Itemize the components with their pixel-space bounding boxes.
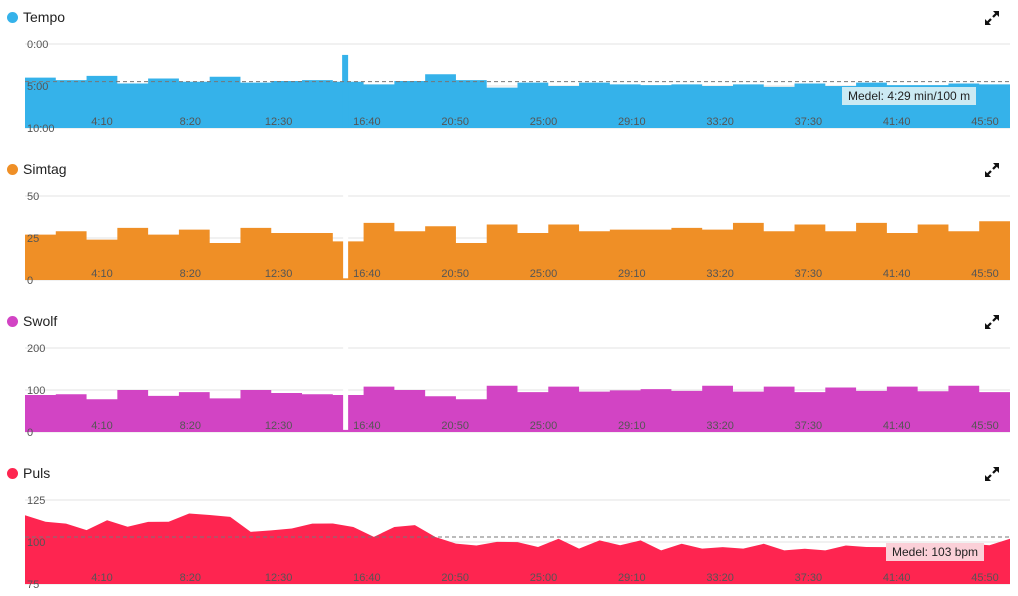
- puls-chart: 75 100 125 4:10 8:20 12:30 16:40 20:50 25:00 29:1…: [0, 456, 1018, 596]
- x-tick-label: 4:10: [91, 572, 112, 584]
- x-tick-label: 29:10: [618, 572, 646, 584]
- series-gap: [343, 344, 348, 430]
- x-tick-label: 12:30: [265, 116, 293, 128]
- x-tick-label: 25:00: [530, 420, 558, 432]
- x-tick-label: 37:30: [795, 572, 823, 584]
- puls-legend-dot: [7, 468, 18, 479]
- y-tick-label: 75: [27, 579, 39, 591]
- x-tick-label: 45:50: [971, 572, 999, 584]
- swolf-expand-icon[interactable]: [984, 314, 1000, 330]
- x-tick-label: 8:20: [180, 268, 201, 280]
- y-tick-label: 50: [27, 191, 39, 203]
- x-tick-label: 29:10: [618, 420, 646, 432]
- x-tick-label: 33:20: [706, 420, 734, 432]
- y-tick-label: 25: [27, 233, 39, 245]
- series-area: [25, 221, 1010, 280]
- x-tick-label: 12:30: [265, 420, 293, 432]
- series-area: [25, 514, 1010, 584]
- x-tick-label: 8:20: [180, 572, 201, 584]
- x-tick-label: 33:20: [706, 268, 734, 280]
- simtag-title: Simtag: [23, 161, 67, 177]
- x-tick-label: 12:30: [265, 572, 293, 584]
- y-tick-label: 5:00: [27, 81, 48, 93]
- x-tick-label: 16:40: [353, 420, 381, 432]
- tempo-title: Tempo: [23, 9, 65, 25]
- swolf-title: Swolf: [23, 313, 57, 329]
- tempo-spike: [342, 55, 348, 128]
- x-tick-label: 20:50: [441, 116, 469, 128]
- x-tick-label: 25:00: [530, 268, 558, 280]
- puls-panel: 75 100 125 4:10 8:20 12:30 16:40 20:50 25:00 29:1…: [0, 456, 1018, 596]
- x-tick-label: 29:10: [618, 268, 646, 280]
- y-tick-label: 100: [27, 537, 45, 549]
- x-tick-label: 12:30: [265, 268, 293, 280]
- series-gap: [343, 192, 348, 278]
- tempo-legend-dot: [7, 12, 18, 23]
- tempo-legend: Tempo: [7, 9, 65, 25]
- x-tick-label: 37:30: [795, 116, 823, 128]
- puls-title: Puls: [23, 465, 50, 481]
- x-tick-label: 33:20: [706, 572, 734, 584]
- y-tick-label: 0: [27, 275, 33, 287]
- x-tick-label: 20:50: [441, 572, 469, 584]
- x-tick-label: 8:20: [180, 116, 201, 128]
- simtag-expand-icon[interactable]: [984, 162, 1000, 178]
- x-tick-label: 33:20: [706, 116, 734, 128]
- y-tick-label: 200: [27, 343, 45, 355]
- puls-legend: Puls: [7, 465, 50, 481]
- simtag-panel: 0 25 50 4:10 8:20 12:30 16:40 20:50 25:00 29:10 33…: [0, 152, 1018, 292]
- simtag-legend-dot: [7, 164, 18, 175]
- tempo-chart: 0:00 5:00 10:00 4:10 8:20 12:30 16:40 20:50 25:0…: [0, 0, 1018, 140]
- swolf-panel: 0 100 200 4:10 8:20 12:30 16:40 20:50 25:00 29:10…: [0, 304, 1018, 444]
- tempo-average-label: Medel: 4:29 min/100 m: [842, 87, 976, 105]
- x-tick-label: 16:40: [353, 268, 381, 280]
- puls-average-label: Medel: 103 bpm: [886, 543, 984, 561]
- series-area: [25, 386, 1010, 432]
- x-tick-label: 16:40: [353, 572, 381, 584]
- x-tick-label: 4:10: [91, 116, 112, 128]
- swolf-chart: 0 100 200 4:10 8:20 12:30 16:40 20:50 25:00 29:10…: [0, 304, 1018, 444]
- x-tick-label: 20:50: [441, 420, 469, 432]
- x-tick-label: 41:40: [883, 572, 911, 584]
- x-tick-label: 41:40: [883, 268, 911, 280]
- x-tick-label: 16:40: [353, 116, 381, 128]
- x-tick-label: 8:20: [180, 420, 201, 432]
- y-tick-label: 100: [27, 385, 45, 397]
- x-tick-label: 45:50: [971, 116, 999, 128]
- x-tick-label: 45:50: [971, 420, 999, 432]
- tempo-panel: 0:00 5:00 10:00 4:10 8:20 12:30 16:40 20:50 25:0…: [0, 0, 1018, 140]
- puls-expand-icon[interactable]: [984, 466, 1000, 482]
- x-tick-label: 4:10: [91, 268, 112, 280]
- x-tick-label: 20:50: [441, 268, 469, 280]
- x-tick-label: 4:10: [91, 420, 112, 432]
- x-tick-label: 25:00: [530, 572, 558, 584]
- x-tick-label: 37:30: [795, 420, 823, 432]
- y-tick-label: 10:00: [27, 123, 55, 135]
- y-tick-label: 0: [27, 427, 33, 439]
- x-tick-label: 45:50: [971, 268, 999, 280]
- y-tick-label: 125: [27, 495, 45, 507]
- x-tick-label: 41:40: [883, 420, 911, 432]
- tempo-expand-icon[interactable]: [984, 10, 1000, 26]
- x-tick-label: 37:30: [795, 268, 823, 280]
- simtag-chart: 0 25 50 4:10 8:20 12:30 16:40 20:50 25:00 29:10 33…: [0, 152, 1018, 292]
- swolf-legend: Swolf: [7, 313, 57, 329]
- swolf-legend-dot: [7, 316, 18, 327]
- x-tick-label: 29:10: [618, 116, 646, 128]
- x-tick-label: 41:40: [883, 116, 911, 128]
- y-tick-label: 0:00: [27, 39, 48, 51]
- simtag-legend: Simtag: [7, 161, 67, 177]
- x-tick-label: 25:00: [530, 116, 558, 128]
